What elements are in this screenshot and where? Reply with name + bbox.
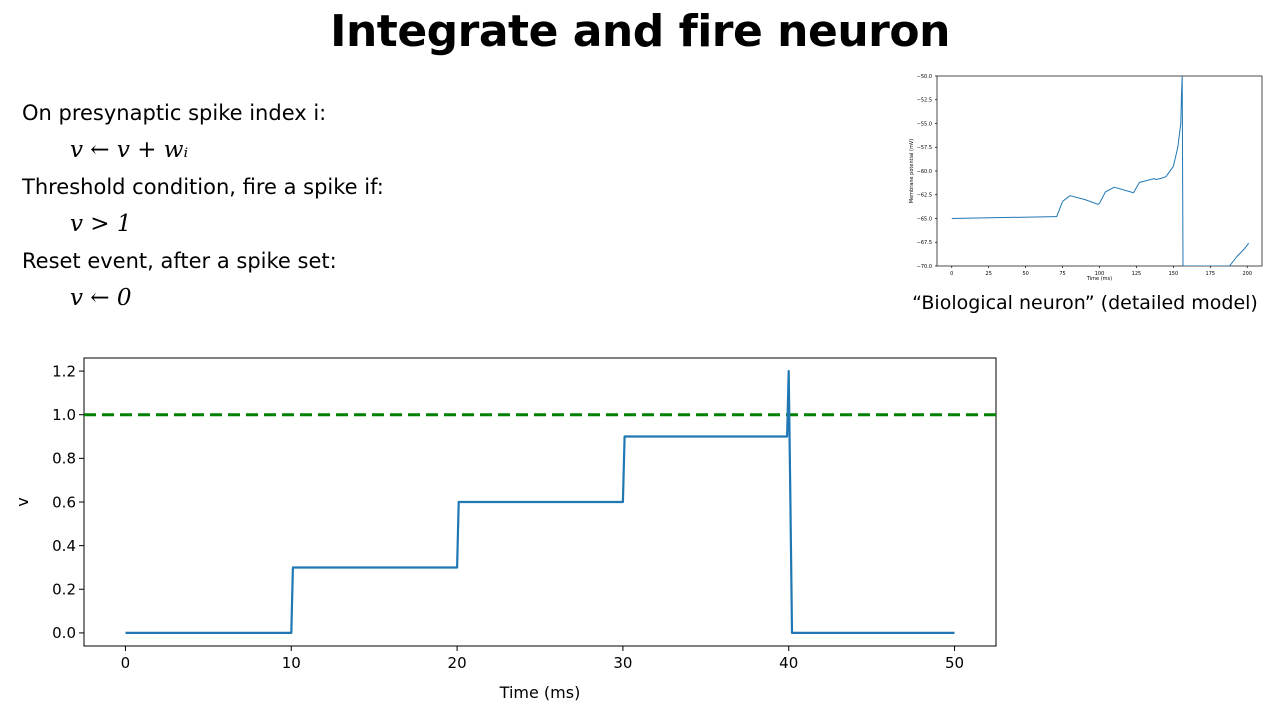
main-x-tick-label: 40	[779, 654, 798, 672]
bio-series-line-0	[951, 76, 1250, 266]
bio-y-tick-label: −65.0	[917, 216, 932, 222]
main-y-tick-label: 0.0	[52, 624, 76, 642]
bio-x-tick-label: 25	[986, 271, 992, 277]
bio-y-tick-label: −62.5	[917, 193, 932, 199]
bio-y-tick-label: −50.0	[917, 74, 932, 80]
bio-y-tick-label: −67.5	[917, 240, 932, 246]
main-y-tick-label: 1.2	[52, 362, 76, 380]
bio-y-tick-label: −70.0	[917, 264, 932, 270]
rule-equation-threshold: v > 1	[70, 211, 132, 237]
bio-y-tick-label: −55.0	[917, 121, 932, 127]
bio-plot-frame	[936, 75, 1263, 267]
bio-x-axis-label: Time (ms)	[1086, 276, 1112, 282]
rules-block: On presynaptic spike index i: v ← v + wᵢ…	[22, 96, 542, 318]
main-y-tick-label: 0.2	[52, 581, 76, 599]
bio-y-tick-label: −52.5	[917, 98, 932, 104]
bio-x-tick-label: 100	[1095, 271, 1105, 277]
bio-x-tick-label: 125	[1132, 271, 1142, 277]
main-y-axis-label: v	[13, 497, 32, 506]
bio-x-tick-label: 200	[1242, 271, 1252, 277]
bio-y-tick-label: −60.0	[917, 169, 932, 175]
rule-label-reset: Reset event, after a spike set:	[22, 249, 337, 273]
main-y-tick-label: 1.0	[52, 406, 76, 424]
main-series-line-0	[125, 370, 955, 634]
bio-x-tick-label: 50	[1022, 271, 1028, 277]
bio-x-tick-label: 75	[1059, 271, 1065, 277]
main-x-tick-label: 0	[121, 654, 131, 672]
main-y-tick-label: 0.8	[52, 450, 76, 468]
rule-label-threshold: Threshold condition, fire a spike if:	[22, 175, 384, 199]
rule-label-update: On presynaptic spike index i:	[22, 101, 327, 125]
bio-y-tick-label: −57.5	[917, 145, 932, 151]
rule-equation-update: v ← v + wᵢ	[70, 137, 189, 163]
bio-x-tick-label: 0	[950, 271, 953, 277]
slide-title: Integrate and fire neuron	[330, 6, 950, 57]
rule-equation-reset: v ← 0	[70, 285, 132, 311]
main-x-tick-label: 50	[945, 654, 964, 672]
main-x-tick-label: 10	[282, 654, 301, 672]
main-y-tick-label: 0.6	[52, 493, 76, 511]
main-x-tick-label: 20	[448, 654, 467, 672]
main-x-tick-label: 30	[613, 654, 632, 672]
bio-chart-caption: “Biological neuron” (detailed model)	[912, 292, 1258, 314]
bio-x-tick-label: 150	[1169, 271, 1179, 277]
main-y-tick-label: 0.4	[52, 537, 76, 555]
bio-y-axis-label: Membrane potential (mV)	[909, 139, 915, 203]
bio-x-tick-label: 175	[1206, 271, 1216, 277]
main-x-axis-label: Time (ms)	[499, 683, 581, 702]
